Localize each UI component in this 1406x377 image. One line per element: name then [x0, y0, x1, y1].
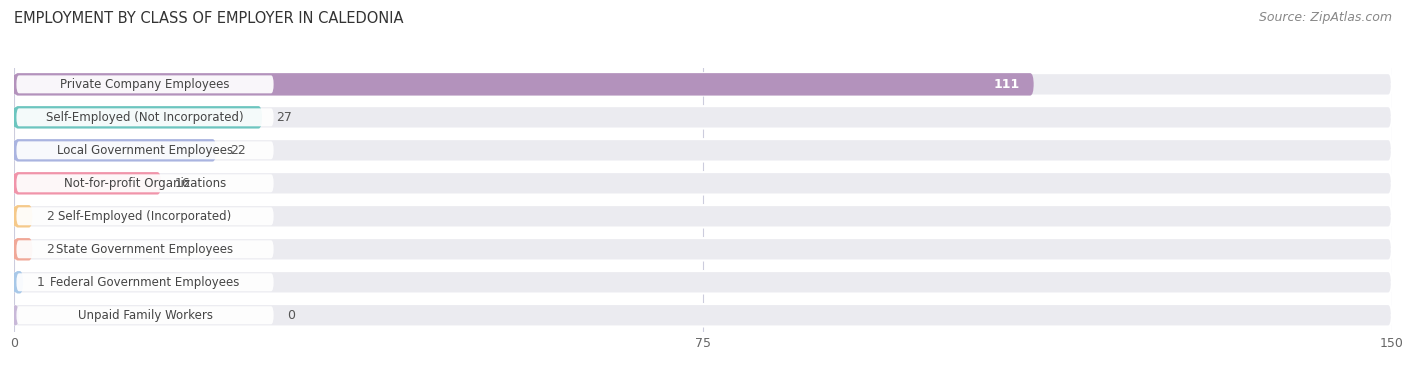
Circle shape	[13, 273, 18, 292]
Circle shape	[13, 240, 18, 259]
FancyBboxPatch shape	[14, 271, 24, 294]
FancyBboxPatch shape	[14, 205, 32, 228]
Text: Not-for-profit Organizations: Not-for-profit Organizations	[63, 177, 226, 190]
FancyBboxPatch shape	[17, 273, 274, 291]
Text: 1: 1	[37, 276, 45, 289]
FancyBboxPatch shape	[14, 238, 1392, 261]
FancyBboxPatch shape	[17, 75, 274, 93]
Circle shape	[13, 141, 18, 160]
Text: Private Company Employees: Private Company Employees	[60, 78, 229, 91]
Text: State Government Employees: State Government Employees	[56, 243, 233, 256]
FancyBboxPatch shape	[14, 205, 1392, 228]
Text: 111: 111	[994, 78, 1019, 91]
Circle shape	[13, 75, 18, 94]
FancyBboxPatch shape	[14, 139, 217, 162]
Text: Federal Government Employees: Federal Government Employees	[51, 276, 239, 289]
FancyBboxPatch shape	[14, 304, 1392, 326]
Text: 2: 2	[46, 210, 53, 223]
FancyBboxPatch shape	[14, 271, 1392, 294]
Text: 22: 22	[231, 144, 246, 157]
FancyBboxPatch shape	[14, 106, 262, 129]
FancyBboxPatch shape	[14, 172, 1392, 195]
Text: Self-Employed (Incorporated): Self-Employed (Incorporated)	[59, 210, 232, 223]
Text: 27: 27	[276, 111, 291, 124]
FancyBboxPatch shape	[17, 240, 274, 258]
FancyBboxPatch shape	[17, 174, 274, 192]
Circle shape	[13, 174, 18, 193]
Text: Source: ZipAtlas.com: Source: ZipAtlas.com	[1258, 11, 1392, 24]
FancyBboxPatch shape	[14, 238, 32, 261]
FancyBboxPatch shape	[14, 106, 1392, 129]
Text: 2: 2	[46, 243, 53, 256]
Text: Unpaid Family Workers: Unpaid Family Workers	[77, 309, 212, 322]
FancyBboxPatch shape	[14, 139, 1392, 162]
Text: Local Government Employees: Local Government Employees	[58, 144, 233, 157]
FancyBboxPatch shape	[14, 73, 1392, 96]
FancyBboxPatch shape	[14, 73, 1033, 96]
FancyBboxPatch shape	[14, 172, 162, 195]
Text: Self-Employed (Not Incorporated): Self-Employed (Not Incorporated)	[46, 111, 243, 124]
Circle shape	[13, 306, 18, 325]
FancyBboxPatch shape	[17, 108, 274, 126]
Text: EMPLOYMENT BY CLASS OF EMPLOYER IN CALEDONIA: EMPLOYMENT BY CLASS OF EMPLOYER IN CALED…	[14, 11, 404, 26]
FancyBboxPatch shape	[17, 306, 274, 324]
FancyBboxPatch shape	[17, 207, 274, 225]
FancyBboxPatch shape	[17, 141, 274, 159]
Circle shape	[13, 108, 18, 127]
Text: 16: 16	[174, 177, 191, 190]
Text: 0: 0	[287, 309, 295, 322]
Circle shape	[13, 207, 18, 226]
